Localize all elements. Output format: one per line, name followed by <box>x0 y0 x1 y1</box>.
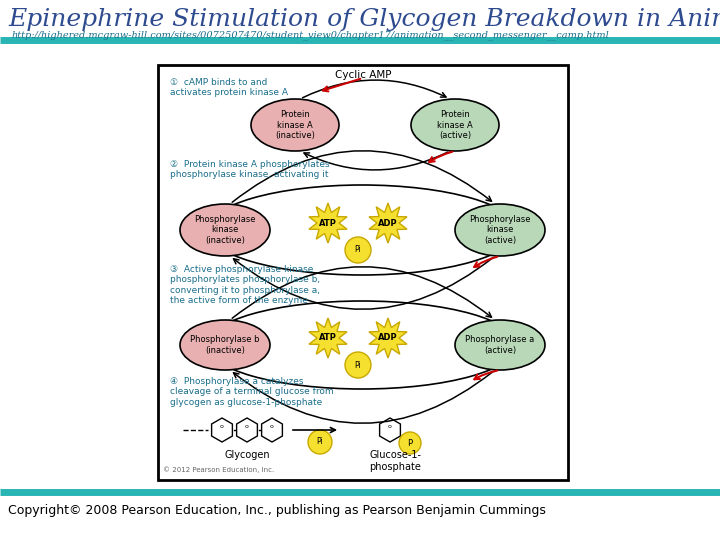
Text: Phosphorylase b
(inactive): Phosphorylase b (inactive) <box>190 335 260 355</box>
Text: Glucose-1-
phosphate: Glucose-1- phosphate <box>369 450 421 471</box>
Text: Pi: Pi <box>355 246 361 254</box>
Text: o: o <box>220 424 224 429</box>
Ellipse shape <box>455 320 545 370</box>
Text: Pi: Pi <box>355 361 361 369</box>
Text: ATP: ATP <box>319 219 337 227</box>
FancyBboxPatch shape <box>158 65 568 480</box>
Text: Protein
kinase A
(inactive): Protein kinase A (inactive) <box>275 110 315 140</box>
Ellipse shape <box>455 204 545 256</box>
Ellipse shape <box>251 99 339 151</box>
Text: http://highered.mcgraw-hill.com/sites/0072507470/student_view0/chapter17/animati: http://highered.mcgraw-hill.com/sites/00… <box>12 30 610 39</box>
Text: ②  Protein kinase A phosphorylates
phosphorylase kinase, activating it: ② Protein kinase A phosphorylates phosph… <box>170 160 330 179</box>
Polygon shape <box>212 418 233 442</box>
Text: ③  Active phosphorylase kinase
phosphorylates phosphorylase b,
converting it to : ③ Active phosphorylase kinase phosphoryl… <box>170 265 320 305</box>
Circle shape <box>345 352 371 378</box>
Text: o: o <box>388 424 392 429</box>
Text: P: P <box>408 438 413 448</box>
Text: o: o <box>270 424 274 429</box>
Ellipse shape <box>411 99 499 151</box>
Text: Pi: Pi <box>317 437 323 447</box>
Text: Protein
kinase A
(active): Protein kinase A (active) <box>437 110 473 140</box>
Polygon shape <box>261 418 282 442</box>
Text: ADP: ADP <box>378 219 398 227</box>
Text: Copyright© 2008 Pearson Education, Inc., publishing as Pearson Benjamin Cummings: Copyright© 2008 Pearson Education, Inc.,… <box>8 504 546 517</box>
Text: Phosphorylase
kinase
(inactive): Phosphorylase kinase (inactive) <box>194 215 256 245</box>
Ellipse shape <box>180 204 270 256</box>
Ellipse shape <box>180 320 270 370</box>
Polygon shape <box>309 203 347 243</box>
Text: ADP: ADP <box>378 334 398 342</box>
Text: ATP: ATP <box>319 334 337 342</box>
Polygon shape <box>309 318 347 358</box>
Circle shape <box>345 237 371 263</box>
Polygon shape <box>369 203 407 243</box>
Text: Phosphorylase
kinase
(active): Phosphorylase kinase (active) <box>469 215 531 245</box>
Text: o: o <box>245 424 249 429</box>
Text: Phosphorylase a
(active): Phosphorylase a (active) <box>465 335 535 355</box>
Text: Epinephrine Stimulation of Glycogen Breakdown in Animals: Epinephrine Stimulation of Glycogen Brea… <box>8 8 720 31</box>
Polygon shape <box>237 418 257 442</box>
Circle shape <box>308 430 332 454</box>
Polygon shape <box>379 418 400 442</box>
Text: ④  Phosphorylase a catalyzes
cleavage of a terminal glucose from
glycogen as glu: ④ Phosphorylase a catalyzes cleavage of … <box>170 377 333 407</box>
Text: Glycogen: Glycogen <box>224 450 270 460</box>
Text: Cyclic AMP: Cyclic AMP <box>335 70 391 80</box>
Circle shape <box>399 432 421 454</box>
Text: ①  cAMP binds to and
activates protein kinase A: ① cAMP binds to and activates protein ki… <box>170 78 288 97</box>
Text: © 2012 Pearson Education, Inc.: © 2012 Pearson Education, Inc. <box>163 467 274 473</box>
Polygon shape <box>369 318 407 358</box>
